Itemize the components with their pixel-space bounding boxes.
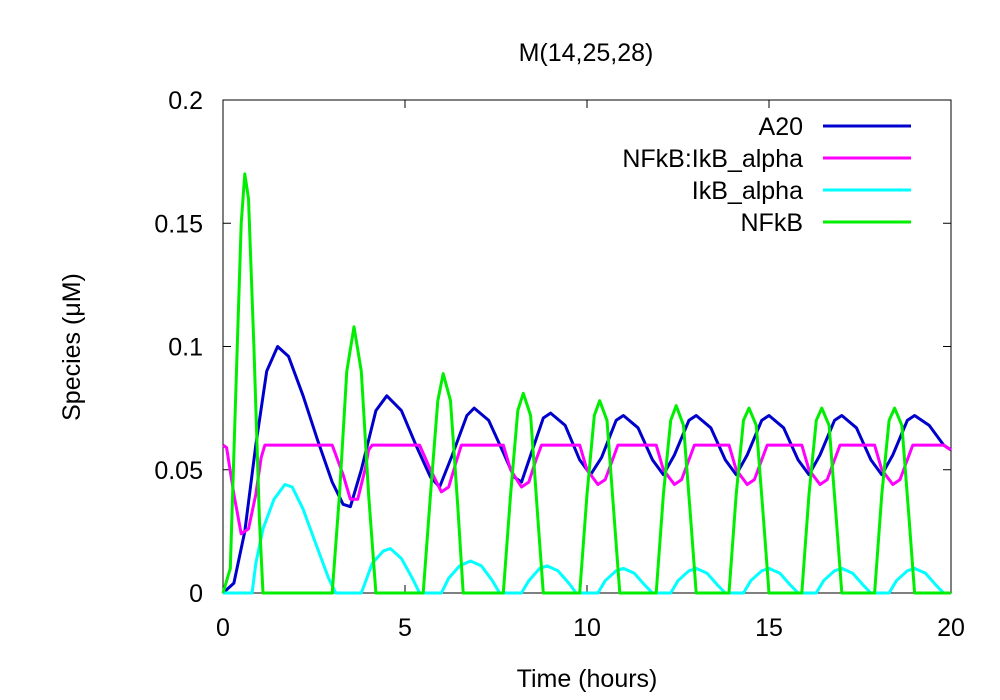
legend-label-a20: A20 xyxy=(759,113,803,141)
x-tick-label: 5 xyxy=(398,614,412,642)
y-tick-label: 0.05 xyxy=(154,457,203,485)
y-tick-label: 0.15 xyxy=(154,210,203,238)
axis-ticks: 0 5 10 15 20 0 0.05 0.1 0.15 0.2 xyxy=(154,87,965,642)
x-tick-label: 20 xyxy=(937,614,965,642)
series-line-nfkb-ikb-alpha xyxy=(222,443,952,536)
x-axis-label: Time (hours) xyxy=(517,665,658,693)
y-tick-label: 0.2 xyxy=(168,87,203,115)
series-layer xyxy=(221,172,952,595)
x-tick-label: 0 xyxy=(216,614,230,642)
y-axis-label: Species (μM) xyxy=(58,273,86,421)
legend: A20 NFkB:IkB_alpha IkB_alpha NFkB xyxy=(622,113,911,237)
plot-frame xyxy=(222,99,952,594)
legend-label-ikb-alpha: IkB_alpha xyxy=(692,177,803,205)
x-tick-label: 15 xyxy=(755,614,783,642)
y-tick-label: 0 xyxy=(189,580,203,608)
x-tick-label: 10 xyxy=(573,614,601,642)
series-line-nfkb xyxy=(221,172,951,595)
chart-title: M(14,25,28) xyxy=(519,39,654,67)
legend-label-nfkb-ikb-alpha: NFkB:IkB_alpha xyxy=(622,145,803,173)
y-tick-label: 0.1 xyxy=(168,334,203,362)
legend-label-nfkb: NFkB xyxy=(741,209,804,237)
